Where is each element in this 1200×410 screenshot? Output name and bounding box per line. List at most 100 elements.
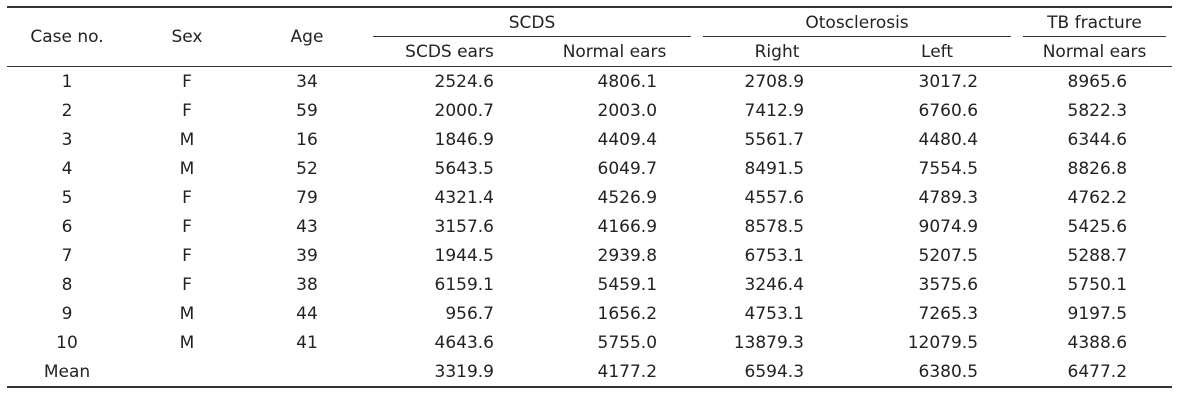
- mean-tb-normal-ears: 6477.2: [1017, 357, 1173, 388]
- cell-scds-ears: 4321.4: [434, 187, 494, 208]
- cell-scds-ears: 1944.5: [434, 245, 494, 266]
- header-case-no: Case no.: [7, 6, 127, 67]
- cell-sex: M: [179, 303, 195, 324]
- cell-case-no: 6: [61, 216, 73, 237]
- table-row: 3 M 16 1846.9 4409.4 5561.7 4480.4 6344.6: [7, 125, 1172, 154]
- cell-age: 41: [296, 332, 318, 353]
- cell-sex: F: [182, 274, 192, 295]
- cell-scds-normal-ears: 4409.4: [597, 129, 658, 150]
- cell-tb-normal-ears: 5425.6: [1067, 216, 1128, 237]
- cell-otosclerosis-right: 6753.1: [744, 245, 805, 266]
- cell-case-no: 10: [56, 332, 78, 353]
- cell-otosclerosis-right: 4753.1: [744, 303, 805, 324]
- cell-sex: F: [182, 71, 192, 92]
- cell-otosclerosis-right: 5561.7: [744, 129, 805, 150]
- cell-tb-normal-ears: 5822.3: [1067, 100, 1128, 121]
- cell-tb-normal-ears: 9197.5: [1067, 303, 1128, 324]
- table-row: 5 F 79 4321.4 4526.9 4557.6 4789.3 4762.2: [7, 183, 1172, 212]
- cell-otosclerosis-left: 12079.5: [907, 332, 979, 353]
- cell-age: 16: [296, 129, 318, 150]
- cell-sex: M: [179, 332, 195, 353]
- cell-scds-ears: 4643.6: [434, 332, 494, 353]
- cell-scds-ears: 1846.9: [434, 129, 494, 150]
- header-left: Left: [857, 37, 1018, 67]
- cell-sex: F: [182, 216, 192, 237]
- cell-otosclerosis-left: 9074.9: [918, 216, 979, 237]
- cell-otosclerosis-right: 3246.4: [744, 274, 805, 295]
- cell-case-no: 4: [61, 158, 73, 179]
- table-row: 6 F 43 3157.6 4166.9 8578.5 9074.9 5425.6: [7, 212, 1172, 241]
- cell-scds-ears: 3157.6: [434, 216, 494, 237]
- mean-otosclerosis-left: 6380.5: [857, 357, 1018, 388]
- cell-otosclerosis-right: 2708.9: [744, 71, 805, 92]
- cell-scds-normal-ears: 1656.2: [597, 303, 658, 324]
- cell-tb-normal-ears: 4388.6: [1067, 332, 1128, 353]
- header-sex: Sex: [127, 6, 247, 67]
- cell-scds-normal-ears: 4526.9: [597, 187, 658, 208]
- cell-age: 39: [296, 245, 318, 266]
- cell-scds-ears: 2000.7: [434, 100, 494, 121]
- cell-age: 38: [296, 274, 318, 295]
- cell-otosclerosis-right: 4557.6: [744, 187, 805, 208]
- cell-otosclerosis-left: 3017.2: [918, 71, 979, 92]
- cell-age: 44: [296, 303, 318, 324]
- header-group-scds-label: SCDS: [508, 12, 556, 33]
- mean-scds-ears: 3319.9: [367, 357, 532, 388]
- cell-age: 79: [296, 187, 318, 208]
- cell-scds-normal-ears: 4166.9: [597, 216, 658, 237]
- cell-otosclerosis-left: 5207.5: [918, 245, 979, 266]
- mean-scds-normal-ears: 4177.2: [532, 357, 698, 388]
- cell-sex: M: [179, 158, 195, 179]
- cell-tb-normal-ears: 5750.1: [1067, 274, 1128, 295]
- cell-otosclerosis-left: 4789.3: [918, 187, 979, 208]
- cell-otosclerosis-left: 6760.6: [918, 100, 979, 121]
- cell-sex: F: [182, 100, 192, 121]
- cell-scds-ears: 956.7: [445, 303, 494, 324]
- header-age: Age: [247, 6, 367, 67]
- mean-label: Mean: [7, 357, 127, 388]
- cell-sex: F: [182, 187, 192, 208]
- header-group-tb-fracture: TB fracture: [1017, 6, 1173, 37]
- table-row: 9 M 44 956.7 1656.2 4753.1 7265.3 9197.5: [7, 299, 1172, 328]
- mean-age-empty: [247, 357, 367, 388]
- header-group-tb-fracture-rule: [1023, 36, 1167, 37]
- cell-scds-normal-ears: 5755.0: [597, 332, 658, 353]
- table-row: 8 F 38 6159.1 5459.1 3246.4 3575.6 5750.1: [7, 270, 1172, 299]
- header-group-otosclerosis: Otosclerosis: [697, 6, 1018, 37]
- cell-scds-normal-ears: 2003.0: [597, 100, 658, 121]
- table-row: 7 F 39 1944.5 2939.8 6753.1 5207.5 5288.7: [7, 241, 1172, 270]
- cell-case-no: 9: [61, 303, 73, 324]
- cell-tb-normal-ears: 4762.2: [1067, 187, 1128, 208]
- table-row: 4 M 52 5643.5 6049.7 8491.5 7554.5 8826.8: [7, 154, 1172, 183]
- table-row: 1 F 34 2524.6 4806.1 2708.9 3017.2 8965.6: [7, 67, 1172, 97]
- header-scds-ears: SCDS ears: [367, 37, 532, 67]
- cell-otosclerosis-right: 7412.9: [744, 100, 805, 121]
- mean-row: Mean 3319.9 4177.2 6594.3 6380.5 6477.2: [7, 357, 1173, 388]
- cell-scds-normal-ears: 2939.8: [597, 245, 658, 266]
- cell-age: 59: [296, 100, 318, 121]
- cell-scds-ears: 2524.6: [434, 71, 494, 92]
- cell-case-no: 7: [61, 245, 73, 266]
- data-table: Case no. Sex Age SCDS Otosclerosis TB fr…: [7, 6, 1173, 388]
- mean-otosclerosis-right: 6594.3: [697, 357, 858, 388]
- cell-otosclerosis-left: 4480.4: [918, 129, 979, 150]
- cell-sex: F: [182, 245, 192, 266]
- cell-case-no: 1: [61, 71, 73, 92]
- table-body: 1 F 34 2524.6 4806.1 2708.9 3017.2 8965.6 2 F 59 20…: [7, 67, 1173, 388]
- table-row: 2 F 59 2000.7 2003.0 7412.9 6760.6 5822.3: [7, 96, 1172, 125]
- mean-sex-empty: [127, 357, 247, 388]
- cell-case-no: 8: [61, 274, 73, 295]
- header-group-scds-rule: [373, 36, 692, 37]
- header-group-otosclerosis-rule: [703, 36, 1012, 37]
- cell-otosclerosis-right: 8578.5: [744, 216, 805, 237]
- cell-age: 43: [296, 216, 318, 237]
- cell-scds-ears: 5643.5: [434, 158, 494, 179]
- table-row: 10 M 41 4643.6 5755.0 13879.3 12079.5 4388.6: [7, 328, 1172, 357]
- cell-case-no: 2: [61, 100, 73, 121]
- header-tb-normal-ears: Normal ears: [1017, 37, 1173, 67]
- cell-scds-normal-ears: 5459.1: [597, 274, 658, 295]
- header-scds-normal-ears: Normal ears: [532, 37, 698, 67]
- header-right: Right: [697, 37, 858, 67]
- cell-sex: M: [179, 129, 195, 150]
